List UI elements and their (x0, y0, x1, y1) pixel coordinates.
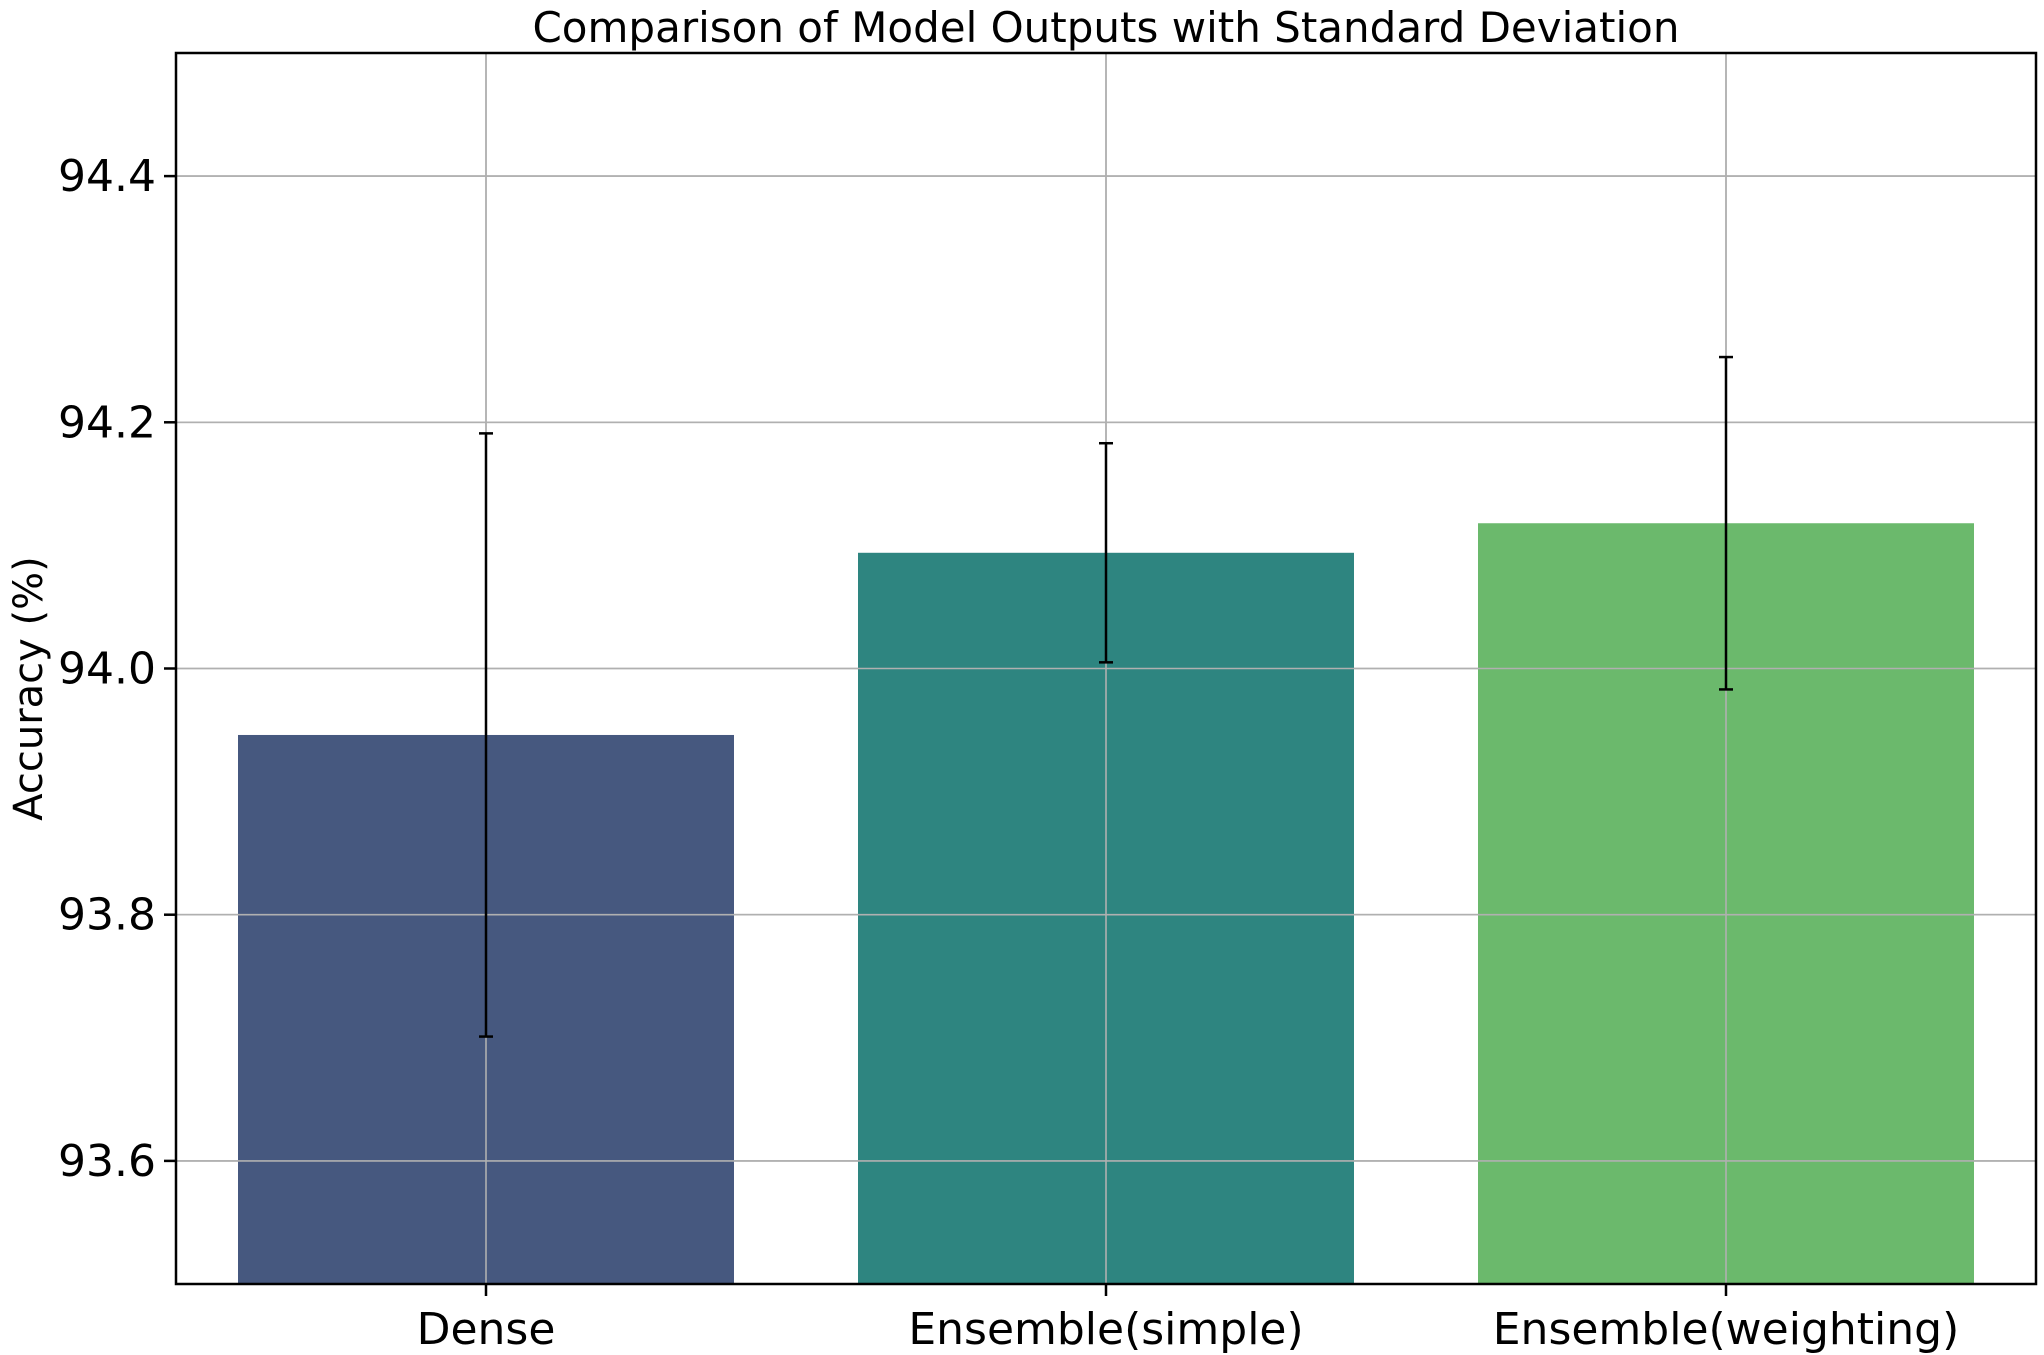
y-tick-label: 94.0 (58, 644, 156, 695)
x-tick-label: Dense (417, 1304, 556, 1355)
y-tick-label: 93.6 (58, 1136, 156, 1187)
y-tick-label: 93.8 (58, 890, 156, 941)
y-tick-label: 94.4 (58, 151, 156, 202)
y-tick-label: 94.2 (58, 397, 156, 448)
error-bar-layer (176, 53, 2036, 1284)
x-tick-label: Ensemble(weighting) (1493, 1304, 1960, 1355)
tick-layer: 93.6 93.8 94.0 94.2 94.4 Dense Ensemble(simple… (58, 151, 1959, 1355)
y-axis-label: Accuracy (%) (6, 556, 52, 821)
chart-title: Comparison of Model Outputs with Standar… (532, 3, 1679, 52)
x-tick-label: Ensemble(simple) (908, 1304, 1303, 1355)
